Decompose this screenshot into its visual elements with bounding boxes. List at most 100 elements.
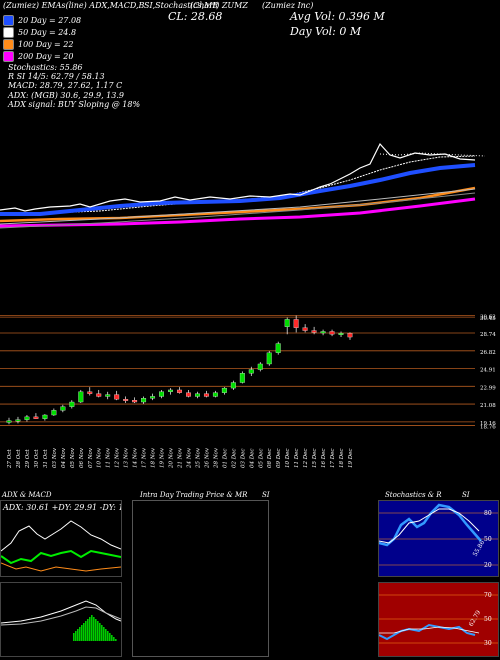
header-title: (Zumiez) EMAs(line) ADX,MACD,B (3, 1, 145, 10)
macd-histogram-bar (81, 625, 83, 641)
price-level-label: 24.91 (480, 368, 496, 374)
rsi-panel-chart: 70 50 30 62.79 (378, 592, 498, 647)
date-tick-label: 12 Dec (303, 449, 309, 469)
candle-body (132, 400, 138, 403)
adx-signal: ADX signal: BUY Sloping @ 18% (8, 100, 141, 109)
date-tick-label: 06 Nov (79, 447, 85, 468)
macd-histogram-bar (101, 625, 103, 641)
stoch-level-20: 20 (484, 562, 492, 569)
candle-body (275, 343, 281, 353)
candle (60, 404, 66, 413)
adx-panel: ADX: 30.61 +DY: 29.91 -DY: 15.89 (0, 500, 141, 577)
legend-label-ema50: 50 Day = 24.8 (18, 28, 77, 37)
legend-swatch-ema200 (3, 51, 14, 62)
candle (248, 366, 254, 377)
date-tick-label: 09 Dec (276, 449, 282, 469)
price-level-label: 22.99 (480, 385, 496, 391)
stochastics-panel: 80 50 20 55.86 (378, 500, 499, 577)
candle (96, 389, 102, 398)
stoch-d-line (378, 508, 480, 544)
intraday-panel (132, 500, 269, 657)
ema50-line (0, 155, 476, 216)
candle-body (15, 419, 21, 422)
macd-histogram-bar (113, 637, 115, 641)
date-tick-label: 10 Nov (97, 447, 103, 468)
stoch-value-label: 55.86 (472, 539, 487, 558)
date-tick-label: 31 Oct (43, 449, 49, 468)
intraday-panel-title: Intra Day Trading Price & MR (140, 491, 248, 499)
price-level-label: 28.74 (480, 332, 496, 338)
candle-body (266, 352, 272, 365)
candle (194, 391, 200, 399)
legend-swatch-ema50 (3, 27, 14, 38)
candle (257, 362, 263, 372)
intraday-si-label: SI (262, 491, 270, 499)
legend-swatch-ema20 (3, 15, 14, 26)
candle-body (239, 373, 245, 383)
legend-ema200: 200 Day = 20 (3, 51, 73, 62)
candle (159, 389, 165, 399)
candle (69, 400, 75, 409)
price-level-label: 30.62 (480, 315, 496, 321)
macd-histogram-bar (97, 621, 99, 641)
candle-body (203, 393, 209, 397)
date-tick-label: 19 Dec (348, 449, 354, 469)
date-tick-label: 16 Dec (321, 449, 327, 469)
macd-signal-line (0, 606, 122, 626)
header-company: (Zumiez Inc) (262, 1, 314, 10)
candle (87, 387, 93, 396)
macd-histogram-bar (105, 629, 107, 641)
date-tick-label: 18 Dec (339, 449, 345, 469)
candle-body (33, 416, 39, 419)
legend-ema100: 100 Day = 22 (3, 39, 73, 50)
date-tick-label: 26 Nov (204, 447, 210, 469)
date-tick-label: 13 Nov (124, 447, 130, 468)
macd-histogram-bar (95, 619, 97, 641)
macd-histogram-bar (85, 621, 87, 641)
macd-histogram-bar (77, 629, 79, 641)
candle-body (311, 330, 317, 333)
candle (275, 341, 281, 355)
candle-body (24, 416, 30, 420)
adx-line: ADX: (MGB) 30.6, 29.9, 13.9 (8, 91, 124, 100)
date-tick-label: 11 Nov (106, 447, 112, 468)
candle-body (230, 382, 236, 389)
date-tick-label: 20 Nov (169, 447, 175, 469)
adx-panel-title: ADX & MACD (2, 491, 52, 499)
candle-body (105, 394, 111, 397)
ema-gray-line-1 (0, 188, 476, 225)
macd-histogram-bar (75, 631, 77, 641)
candle-body (293, 319, 299, 328)
date-tick-label: 03 Dec (240, 449, 246, 469)
stoch-k-line (378, 503, 482, 547)
rsi-value: R SI 14/5: 62.79 / 58.13 (8, 72, 105, 81)
macd-histogram-bar (89, 617, 91, 641)
date-tick-label: 11 Dec (294, 449, 300, 469)
legend-label-ema200: 200 Day = 20 (18, 52, 74, 61)
stochastics-panel-chart: 80 50 20 55.86 (378, 503, 498, 569)
macd-histogram-bar (91, 615, 93, 641)
candle-body (320, 331, 326, 334)
macd-histogram-bar (79, 627, 81, 641)
date-tick-label: 04 Nov (61, 447, 67, 468)
ema20-line (0, 163, 476, 216)
header-subtitle: SI,Stochastics,MR (144, 1, 219, 10)
stochastics-si-label: SI (462, 491, 470, 499)
candle (186, 389, 191, 398)
date-tick-label: 29 Oct (25, 449, 31, 469)
candle (203, 390, 209, 398)
legend-label-ema100: 100 Day = 22 (18, 40, 74, 49)
candle-body (329, 331, 335, 335)
candle-body (186, 392, 191, 397)
date-tick-label: 08 Dec (267, 449, 273, 469)
adx-plus-di-line (0, 549, 122, 565)
candle-body (141, 398, 147, 403)
candle-body (177, 389, 182, 393)
candle-body (42, 414, 48, 419)
price-level-label: 18.76 (480, 425, 496, 431)
rsi-level-30: 30 (484, 640, 492, 647)
date-tick-label: 24 Nov (186, 447, 192, 469)
candle-body (114, 394, 120, 400)
candle-body (123, 399, 129, 401)
